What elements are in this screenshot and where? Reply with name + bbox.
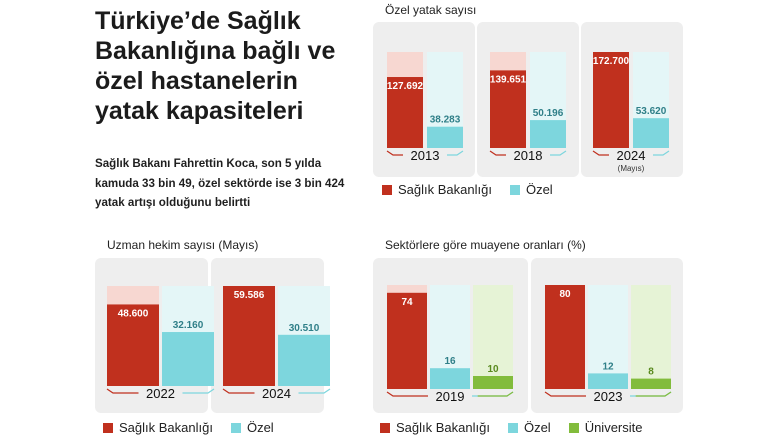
- bar-ozel-2022: [162, 332, 214, 386]
- axis-bracket-univ: [477, 391, 514, 397]
- x-tick-label: 2022: [146, 386, 175, 401]
- axis-bracket-left: [544, 391, 586, 397]
- bar-ozel-2024: [278, 334, 330, 386]
- axis-bracket-right: [550, 150, 567, 156]
- axis-bracket-right: [447, 150, 464, 156]
- bar-universite-2019: [473, 376, 513, 389]
- x-tick-label: 2024: [617, 148, 646, 163]
- legend-swatch-saglik: [382, 184, 392, 195]
- legend-hekim: Sağlık Bakanlığı Özel: [103, 420, 274, 435]
- axis-bracket-right: [182, 388, 215, 394]
- axis-bracket-left: [386, 150, 403, 156]
- legend-label: Özel: [246, 420, 274, 435]
- bar-ozel-2013: [427, 126, 463, 148]
- legend-swatch-universite: [568, 422, 579, 433]
- x-tick-note: (Mayıs): [618, 164, 645, 173]
- legend-swatch-saglik: [380, 422, 390, 433]
- bar-saglik-2024: [223, 286, 275, 386]
- legend-label: Özel: [525, 182, 553, 197]
- x-tick-label: 2024: [262, 386, 291, 401]
- bar-ozel-2019: [430, 368, 470, 389]
- axis-bracket-left: [592, 150, 609, 156]
- data-label-saglik: 74: [401, 297, 413, 308]
- bar-bg-universite: [631, 285, 671, 389]
- chart-title-muayene: Sektörlere göre muayene oranları (%): [385, 238, 586, 252]
- legend-label: Sağlık Bakanlığı: [396, 420, 490, 435]
- data-label-ozel: 16: [444, 356, 456, 367]
- bar-saglik-2023: [545, 285, 585, 389]
- legend-item-ozel: Özel: [509, 182, 553, 197]
- data-label-ozel: 30.510: [289, 323, 320, 334]
- data-label-ozel: 53.620: [636, 106, 667, 117]
- legend-yatak: Sağlık Bakanlığı Özel: [382, 182, 553, 197]
- data-label-ozel: 50.196: [533, 108, 564, 119]
- bar-saglik-2022: [107, 304, 159, 386]
- legend-swatch-ozel: [507, 422, 518, 433]
- legend-item-saglik: Sağlık Bakanlığı: [380, 420, 490, 435]
- page-title: Türkiye’de Sağlık Bakanlığına bağlı ve ö…: [95, 7, 336, 125]
- chart-title-yatak: Özel yatak sayısı: [385, 3, 477, 17]
- legend-label: Özel: [523, 420, 551, 435]
- data-label-saglik: 172.700: [593, 56, 630, 67]
- data-label-saglik: 127.692: [387, 81, 424, 92]
- legend-muayene: Sağlık Bakanlığı Özel Üniversite: [380, 420, 642, 435]
- axis-bracket-left: [489, 150, 506, 156]
- axis-bracket-left: [222, 388, 255, 394]
- legend-item-ozel: Özel: [230, 420, 274, 435]
- bar-saglik-2019: [387, 292, 427, 389]
- bar-saglik-2018: [490, 70, 526, 148]
- x-tick-label: 2019: [436, 389, 465, 404]
- legend-swatch-ozel: [509, 184, 520, 195]
- bar-ozel-2024: [633, 118, 669, 148]
- bar-universite-2023: [631, 378, 671, 389]
- axis-bracket-left: [386, 391, 428, 397]
- legend-item-universite: Üniversite: [568, 420, 643, 435]
- bar-bg-ozel: [588, 285, 628, 389]
- x-tick-label: 2013: [411, 148, 440, 163]
- data-label-universite: 10: [487, 364, 499, 375]
- bar-saglik-2013: [387, 77, 423, 148]
- bar-bg-universite: [473, 285, 513, 389]
- axis-bracket-right: [653, 150, 670, 156]
- legend-item-ozel: Özel: [507, 420, 551, 435]
- legend-item-saglik: Sağlık Bakanlığı: [382, 182, 492, 197]
- page-subtitle: Sağlık Bakanı Fahrettin Koca, son 5 yıld…: [95, 157, 345, 209]
- legend-label: Sağlık Bakanlığı: [119, 420, 213, 435]
- legend-swatch-ozel: [230, 422, 241, 433]
- data-label-saglik: 80: [559, 289, 571, 300]
- legend-item-saglik: Sağlık Bakanlığı: [103, 420, 213, 435]
- legend-label: Üniversite: [584, 420, 643, 435]
- data-label-saglik: 48.600: [118, 308, 149, 319]
- x-tick-label: 2023: [594, 389, 623, 404]
- x-tick-label: 2018: [514, 148, 543, 163]
- data-label-saglik: 139.651: [490, 74, 527, 85]
- data-label-universite: 8: [648, 367, 654, 378]
- axis-bracket-right: [298, 388, 331, 394]
- data-label-ozel: 38.283: [430, 115, 461, 126]
- bar-ozel-2018: [530, 120, 566, 148]
- chart-title-hekim: Uzman hekim sayısı (Mayıs): [107, 238, 259, 252]
- legend-swatch-saglik: [103, 422, 113, 433]
- bar-saglik-2024: [593, 52, 629, 148]
- data-label-ozel: 12: [602, 361, 614, 372]
- legend-label: Sağlık Bakanlığı: [398, 182, 492, 197]
- axis-bracket-left: [106, 388, 139, 394]
- axis-bracket-univ: [635, 391, 672, 397]
- bar-ozel-2023: [588, 373, 628, 389]
- data-label-ozel: 32.160: [173, 320, 204, 331]
- data-label-saglik: 59.586: [234, 290, 265, 301]
